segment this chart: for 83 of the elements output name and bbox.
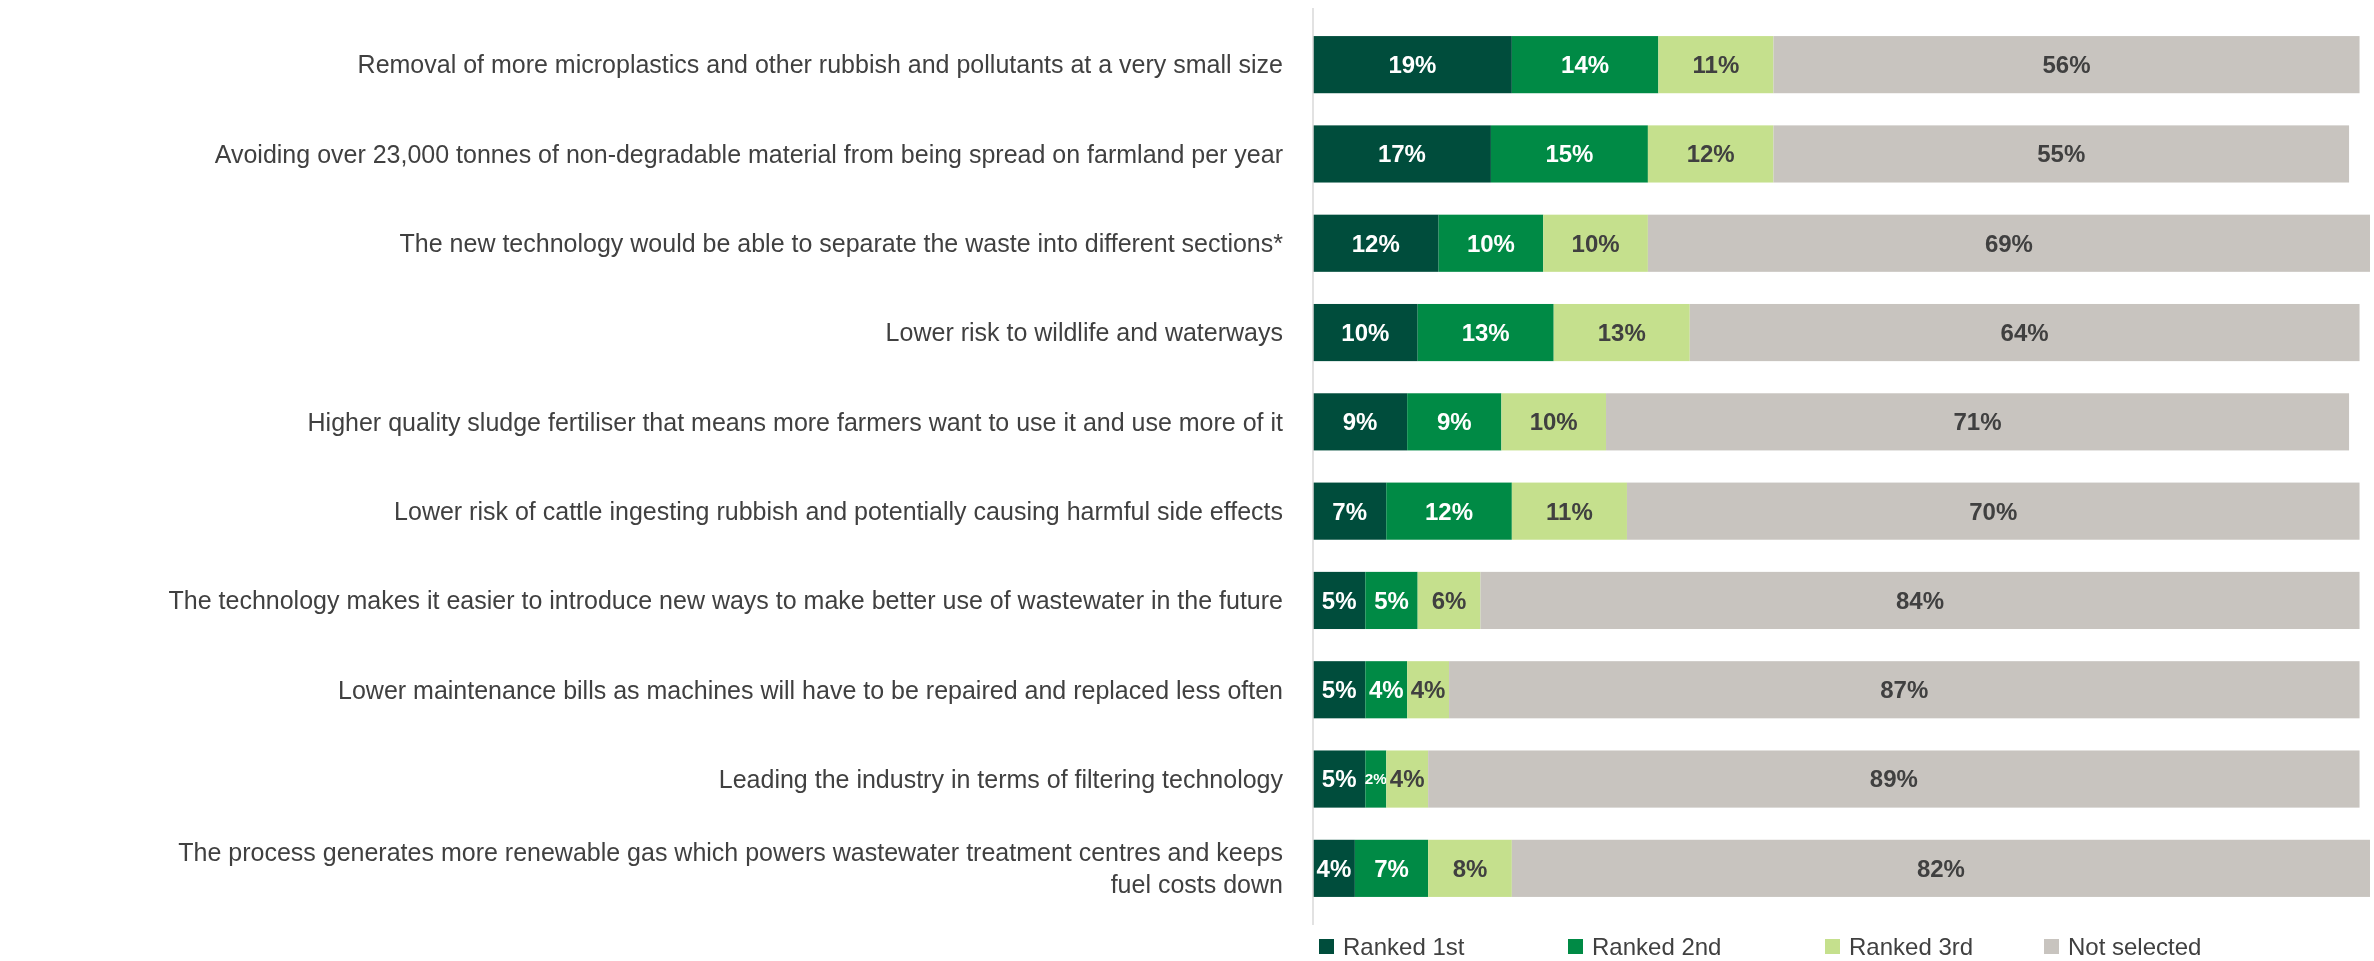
bar — [1313, 482, 1387, 540]
bar — [1490, 125, 1648, 183]
data-label: 55% — [2037, 140, 2086, 168]
y-tick-label: Avoiding over 23,000 tonnes of non-degradable material from being spread on farmland per year — [214, 139, 1283, 168]
data-label: 12% — [1686, 140, 1735, 168]
bar — [1428, 839, 1512, 897]
data-label: 17% — [1377, 140, 1426, 168]
data-label: 89% — [1869, 765, 1918, 793]
bar — [1543, 214, 1648, 272]
legend-label: Ranked 1st — [1343, 933, 1465, 961]
data-label: 8% — [1452, 854, 1488, 882]
data-label: 6% — [1431, 586, 1467, 614]
data-label: 84% — [1895, 586, 1945, 614]
data-label: 19% — [1388, 51, 1437, 79]
bar — [1606, 393, 2350, 451]
bar — [1511, 482, 1627, 540]
data-label: 64% — [2000, 318, 2049, 346]
bar — [1773, 36, 2360, 94]
data-label: 7% — [1332, 497, 1367, 525]
bar — [1313, 303, 1418, 362]
bar — [1354, 839, 1429, 897]
data-label: 5% — [1374, 586, 1409, 614]
bar — [1647, 214, 2370, 272]
data-label: 11% — [1546, 497, 1593, 525]
data-label: 9% — [1436, 408, 1472, 436]
data-label: 5% — [1321, 676, 1357, 704]
data-label: 4% — [1389, 765, 1425, 793]
y-tick-label: Lower risk to wildlife and waterways — [885, 318, 1283, 347]
bar — [1407, 393, 1502, 451]
bar — [1313, 36, 1512, 94]
bar — [1501, 393, 1607, 451]
data-label: 69% — [1984, 229, 2033, 257]
bar — [1438, 214, 1544, 272]
y-tick-label: Lower maintenance bills as machines will have to be repaired and replaced less often — [338, 675, 1283, 704]
bar — [1511, 36, 1659, 94]
y-tick-label: Lower risk of cattle ingesting rubbish and potentially causing harmful side effects — [394, 496, 1283, 525]
bar — [1313, 393, 1408, 451]
bar — [1658, 36, 1774, 94]
data-label: 70% — [1969, 497, 2018, 525]
data-label: 87% — [1880, 676, 1929, 704]
bar — [1449, 661, 2360, 719]
y-tick-label: The new technology would be able to separate the waste into different sections* — [399, 229, 1284, 257]
y-tick-label: Higher quality sludge fertiliser that means more farmers want to use it and use more of it — [307, 407, 1284, 436]
data-label: 14% — [1561, 51, 1610, 79]
data-label: 10% — [1341, 318, 1390, 346]
bar — [1313, 125, 1491, 183]
data-label: 12% — [1351, 229, 1400, 257]
bar — [1428, 750, 2360, 808]
data-label: 12% — [1425, 497, 1474, 525]
bar — [1386, 482, 1512, 540]
data-label: 4% — [1316, 854, 1352, 882]
data-label: 5% — [1321, 765, 1357, 793]
bar — [1773, 125, 2350, 183]
y-tick-label: The process generates more renewable gas which powers wastewater treatment centres and keeps fuel costs down — [178, 838, 1283, 898]
legend-label: Not selected — [2068, 933, 2202, 961]
legend-label: Ranked 3rd — [1849, 933, 1974, 961]
data-label: 56% — [2042, 51, 2091, 79]
data-label: 15% — [1545, 140, 1594, 168]
data-label: 71% — [1953, 408, 2002, 436]
bar — [1313, 214, 1439, 272]
legend-label: Ranked 2nd — [1592, 933, 1722, 961]
bar — [1511, 839, 2370, 897]
y-tick-label: Removal of more microplastics and other rubbish and pollutants at a very small size — [357, 50, 1283, 79]
bar — [1480, 571, 2360, 630]
data-label: 4% — [1368, 676, 1404, 704]
bar — [1626, 482, 2360, 540]
y-tick-label: The technology makes it easier to introduce new ways to make better use of wastewater in the future — [168, 586, 1283, 615]
bar — [1647, 125, 1774, 183]
bar — [1553, 303, 1690, 362]
data-label: 13% — [1597, 318, 1646, 346]
data-label: 13% — [1461, 318, 1510, 346]
data-label: 4% — [1410, 676, 1446, 704]
data-label: 9% — [1342, 408, 1378, 436]
data-label: 10% — [1571, 229, 1620, 257]
bar — [1417, 303, 1554, 362]
data-label: 10% — [1529, 408, 1578, 436]
data-label: 10% — [1466, 229, 1515, 257]
data-label: 82% — [1916, 854, 1965, 882]
bar — [1689, 303, 2360, 362]
y-tick-label: Leading the industry in terms of filtering technology — [718, 764, 1284, 793]
data-label: 11% — [1692, 51, 1740, 79]
data-label: 7% — [1374, 854, 1409, 882]
data-label: 5% — [1321, 586, 1357, 614]
